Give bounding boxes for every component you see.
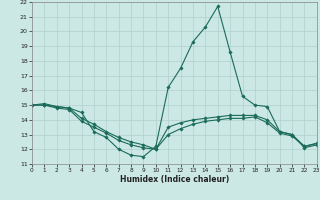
X-axis label: Humidex (Indice chaleur): Humidex (Indice chaleur) [120, 175, 229, 184]
